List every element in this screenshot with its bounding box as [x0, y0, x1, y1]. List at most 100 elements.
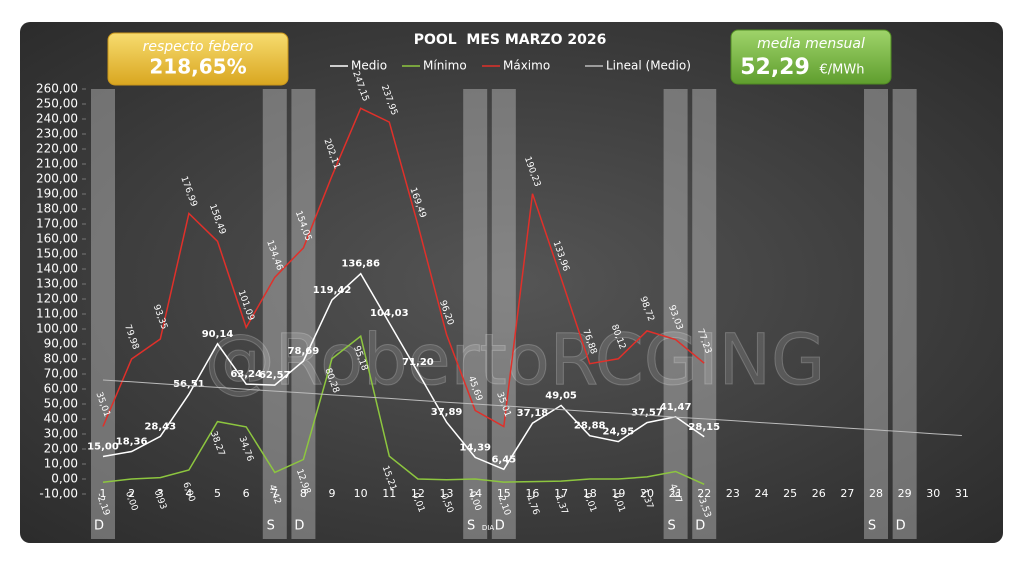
x-tick-label: 10	[354, 487, 368, 500]
y-tick-label: 110,00	[36, 307, 78, 321]
data-label: 63,24	[230, 369, 262, 380]
weekend-band	[291, 89, 316, 539]
weekend-label: S	[467, 519, 475, 534]
x-tick-label: 25	[783, 487, 797, 500]
weekend-label: D	[495, 519, 505, 534]
data-label: 41,47	[660, 402, 692, 413]
y-tick-label: 20,00	[44, 442, 78, 456]
x-tick-label: 2	[128, 487, 135, 500]
y-tick-label: 0,00	[51, 472, 78, 486]
y-tick-label: 80,00	[44, 352, 78, 366]
data-label: 24,95	[603, 427, 635, 438]
y-tick-label: 40,00	[44, 412, 78, 426]
x-tick-label: 23	[726, 487, 740, 500]
data-label: 6,45	[491, 454, 516, 465]
data-label: 71,20	[402, 357, 434, 368]
weekend-band	[262, 89, 287, 539]
data-label: 14,39	[459, 442, 491, 453]
y-tick-label: 150,00	[36, 247, 78, 261]
box-caption: media mensual	[757, 36, 865, 52]
x-tick-label: 5	[214, 487, 221, 500]
x-tick-label: 31	[955, 487, 969, 500]
average-box	[730, 29, 892, 85]
weekend-band	[663, 89, 688, 539]
weekend-band	[91, 89, 115, 539]
y-tick-label: 140,00	[36, 262, 78, 276]
y-tick-label: 70,00	[44, 367, 78, 381]
x-tick-label: 22	[697, 487, 711, 500]
data-label: 28,15	[688, 422, 720, 433]
y-tick-label: 160,00	[36, 232, 78, 246]
y-tick-label: 130,00	[36, 277, 78, 291]
series-line	[102, 107, 705, 428]
y-tick-label: 230,00	[36, 127, 78, 141]
x-tick-label: 15	[497, 487, 511, 500]
data-label: 37,18	[517, 408, 549, 419]
y-tick-label: 190,00	[36, 187, 78, 201]
x-tick-label: 7	[271, 487, 278, 500]
data-label: 90,14	[202, 329, 234, 340]
y-tick-label: 200,00	[36, 172, 78, 186]
y-tick-label: 240,00	[36, 112, 78, 126]
y-tick-label: 250,00	[36, 97, 78, 111]
data-label: 62,57	[259, 370, 291, 381]
x-tick-label: 3	[157, 487, 164, 500]
weekend-label: D	[94, 519, 104, 534]
weekend-label: S	[868, 519, 876, 534]
y-tick-label: -10,00	[39, 487, 78, 501]
y-tick-label: 170,00	[36, 217, 78, 231]
x-tick-label: 1	[100, 487, 107, 500]
y-tick-label: 50,00	[44, 397, 78, 411]
weekend-band	[463, 89, 488, 539]
data-label: 104,03	[370, 308, 409, 319]
x-tick-label: 4	[185, 487, 192, 500]
legend-label: Medio	[351, 59, 387, 73]
x-tick-label: 11	[382, 487, 396, 500]
x-tick-label: 13	[440, 487, 454, 500]
data-label: 37,89	[431, 407, 463, 418]
data-label: 49,05	[545, 390, 577, 401]
x-tick-label: 16	[525, 487, 539, 500]
y-tick-label: 90,00	[44, 337, 78, 351]
data-label: 15,00	[87, 442, 119, 453]
x-tick-label: 20	[640, 487, 654, 500]
background	[20, 22, 1003, 543]
x-tick-label: 12	[411, 487, 425, 500]
weekend-band	[692, 89, 717, 539]
weekend-label: D	[695, 519, 705, 534]
legend-label: Mínimo	[423, 59, 467, 73]
chart-title: POOL MES MARZO 2026	[414, 32, 607, 48]
x-tick-label: 14	[468, 487, 482, 500]
data-label: 37,57	[631, 408, 663, 419]
x-tick-label: 17	[554, 487, 568, 500]
x-tick-label: 18	[583, 487, 597, 500]
weekend-band	[491, 89, 516, 539]
x-tick-label: 8	[300, 487, 307, 500]
y-tick-label: 120,00	[36, 292, 78, 306]
ratio-box	[107, 32, 289, 86]
y-tick-label: 260,00	[36, 82, 78, 96]
y-tick-label: 30,00	[44, 427, 78, 441]
x-tick-label: 29	[898, 487, 912, 500]
x-tick-label: 19	[611, 487, 625, 500]
y-tick-label: 10,00	[44, 457, 78, 471]
weekend-label: D	[294, 519, 304, 534]
y-tick-label: 220,00	[36, 142, 78, 156]
box-value: 52,29	[740, 55, 810, 80]
data-label: 28,43	[144, 421, 176, 432]
x-tick-label: 6	[243, 487, 250, 500]
weekend-label: S	[667, 519, 675, 534]
box-caption: respecto febero	[143, 39, 254, 55]
x-axis-label: DIA	[482, 524, 494, 532]
data-label: 56,51	[173, 379, 205, 390]
data-label: 78,69	[288, 346, 320, 357]
weekend-label: S	[267, 519, 275, 534]
x-tick-label: 26	[812, 487, 826, 500]
x-tick-label: 21	[669, 487, 683, 500]
legend-label: Máximo	[503, 59, 550, 73]
x-tick-label: 9	[329, 487, 336, 500]
x-tick-label: 28	[869, 487, 883, 500]
y-tick-label: 100,00	[36, 322, 78, 336]
box-value: 218,65%	[149, 55, 246, 79]
